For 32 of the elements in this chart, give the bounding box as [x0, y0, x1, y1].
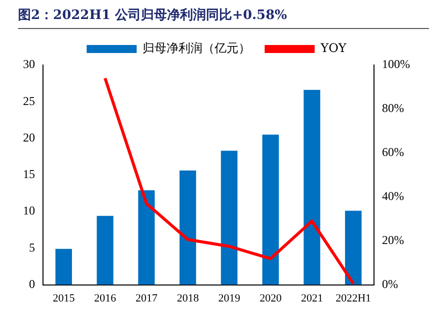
x-tick-label: 2016	[94, 292, 117, 304]
x-tick-label: 2018	[176, 292, 200, 304]
x-tick-label: 2019	[218, 292, 241, 304]
y-tick-label: 0	[29, 276, 35, 291]
y-tick-label: 15	[23, 167, 35, 182]
chart-title: 图2：2022H1 公司归母净利润同比+0.58%	[18, 0, 429, 29]
bar	[138, 190, 155, 285]
y2-tick-label: 100%	[382, 57, 410, 72]
bar	[55, 248, 72, 285]
bar	[304, 90, 320, 285]
bar	[345, 210, 362, 285]
y2-tick-label: 40%	[382, 189, 404, 204]
x-tick-label: 2017	[135, 292, 158, 304]
x-tick-label: 2020	[260, 292, 282, 304]
bar	[262, 134, 279, 285]
y-tick-label: 5	[29, 240, 35, 254]
legend-label: 归母净利润（亿元）	[142, 41, 251, 56]
bar	[96, 216, 114, 285]
bar	[220, 150, 238, 285]
y-tick-label: 10	[23, 204, 35, 218]
y2-tick-label: 80%	[382, 101, 404, 116]
x-tick-label: 2021	[300, 292, 323, 304]
y-tick-label: 20	[23, 130, 35, 144]
y2-tick-label: 20%	[382, 232, 404, 247]
bar	[180, 170, 196, 285]
y2-tick-label: 0%	[382, 276, 398, 291]
y2-tick-label: 60%	[382, 145, 404, 160]
x-tick-label: 2015	[52, 292, 76, 304]
y-tick-label: 30	[23, 57, 35, 72]
x-tick-label: 2022H1	[336, 292, 372, 304]
y-tick-label: 25	[23, 94, 35, 108]
legend-label: YOY	[320, 41, 348, 56]
